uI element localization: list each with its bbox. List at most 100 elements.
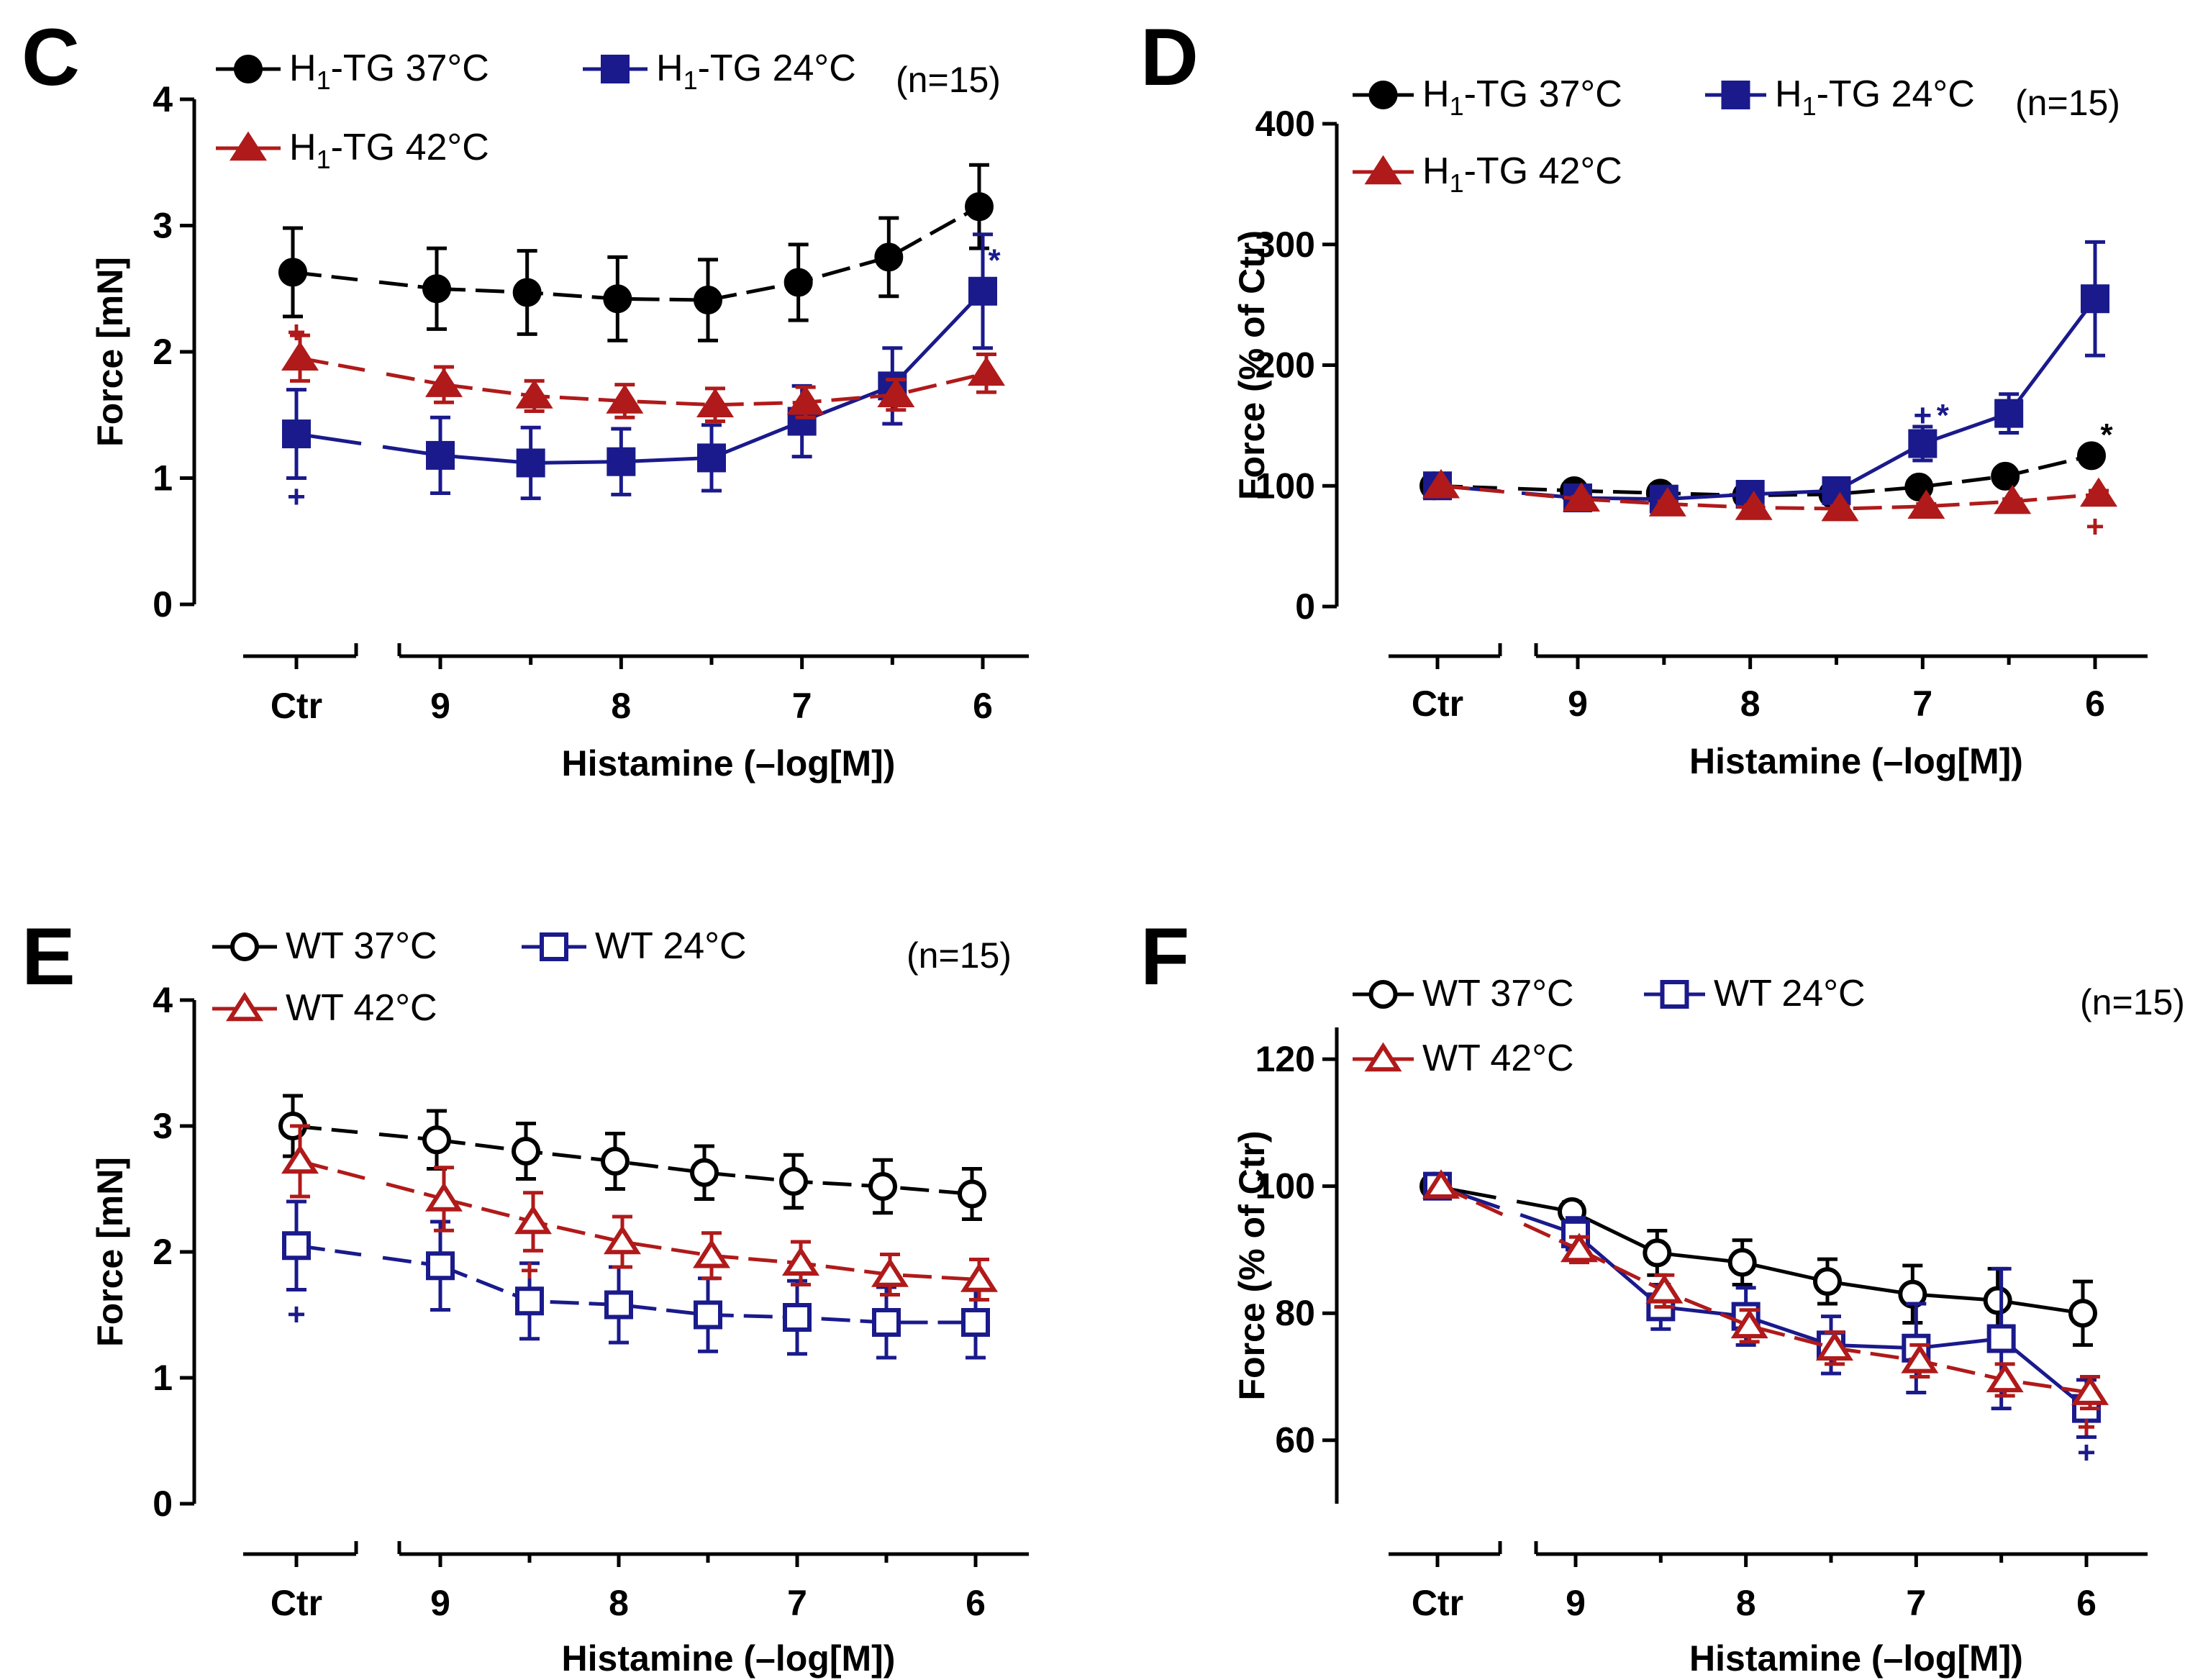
legend-label: WT 42°C [286,987,437,1029]
series-triangle [281,1124,999,1302]
y-tick-label: 0 [153,584,173,625]
series-circle [1419,1171,2097,1347]
panel-d: D 0 100 200 300 400 Force (% of Ctr) Ctr 9 8 7 6 His… [1140,12,2148,781]
data-point-triangle [1901,1343,1939,1373]
legend-label-main: H [289,47,317,89]
data-point-circle [1727,1248,1757,1277]
legend-entry: WT 42°C [212,987,437,1029]
x-tick-label: 6 [2085,684,2105,724]
legend-marker-circle [234,55,263,83]
legend-label-rest: -TG 37°C [331,47,489,89]
data-point-triangle [424,368,463,397]
legend-label-main: H [656,47,683,89]
panel-letter: F [1140,912,1189,1002]
data-point-square [426,1251,455,1281]
y-tick-label: 2 [153,1232,173,1272]
y-tick-label: 1 [153,1358,173,1398]
y-tick-label: 4 [153,980,173,1020]
series-line-ctr [386,1182,445,1201]
data-point-triangle [786,385,825,415]
x-tick-label: 8 [611,686,631,726]
panel-e: E 0 1 2 3 4 Force [mN] Ctr 9 8 7 6 Histamine (–log[M… [22,912,1029,1679]
x-tick-label: Ctr [271,1583,322,1623]
data-point-triangle [967,356,1006,386]
legend-label-main: WT 37°C [286,925,437,967]
legend-marker-triangle [1364,155,1402,185]
n-label: (n=15) [896,60,1001,100]
y-axis-title: Force [mN] [90,1157,130,1347]
x-tick-label: 6 [2076,1583,2097,1623]
x-tick-label: 9 [1568,684,1588,724]
legend-entry: H1-TG 37°C [216,47,489,95]
legend-label: WT 42°C [1422,1037,1574,1079]
data-point-square [872,1308,901,1337]
data-point-square [961,1308,990,1337]
legend-label: WT 37°C [1422,973,1574,1014]
data-point-circle [422,1125,451,1155]
legend-label-rest: -TG 24°C [698,47,856,89]
panel-c: C 0 1 2 3 4 Force [mN] Ctr 9 8 7 6 Histamine (–log[M… [22,12,1029,784]
n-label: (n=15) [2080,982,2185,1022]
legend-label-sub: 1 [1802,91,1817,121]
legend-label: H1-TG 42°C [1422,150,1622,198]
legend-entry: WT 37°C [212,925,437,967]
x-tick-label: 8 [1736,1583,1756,1623]
x-tick-label: Ctr [271,686,322,726]
x-tick-label: 6 [973,686,993,726]
data-point-square [516,448,545,478]
series-square [282,1199,990,1360]
data-point-triangle [696,388,735,417]
x-tick-label: 7 [787,1583,807,1623]
significance-mark: * [2100,417,2113,453]
legend-entry: WT 37°C [1353,973,1574,1014]
legend-marker-circle [230,932,259,961]
data-point-triangle [2071,1376,2109,1405]
x-tick-label: 9 [430,1583,450,1623]
y-tick-label: 100 [1255,466,1315,506]
y-tick-label: 400 [1255,104,1315,144]
data-point-circle [1991,461,2020,491]
data-point-triangle [603,1225,642,1255]
y-tick-label: 200 [1255,345,1315,386]
data-point-circle [601,1147,630,1176]
significance-mark: + [1913,398,1932,433]
series-circle [278,1094,986,1221]
series-circle [278,163,994,342]
legend-label-main: WT 24°C [1714,973,1866,1014]
significance-mark: + [2077,1435,2096,1470]
data-point-circle [1813,1267,1842,1297]
data-point-triangle [514,1204,553,1235]
x-tick-label: 9 [430,686,450,726]
significance-mark: + [287,1297,306,1332]
data-point-triangle [877,378,915,407]
legend-label-main: WT 42°C [1422,1037,1574,1079]
data-point-square [1908,429,1938,458]
data-point-square [282,1231,311,1261]
x-tick-label: Ctr [1412,1583,1463,1623]
data-point-circle [2068,1299,2097,1328]
legend-label-main: H [1422,73,1450,115]
legend-entry: H1-TG 42°C [216,127,489,174]
data-point-square [607,447,636,476]
legend-marker-square [601,55,630,83]
x-tick-label: 8 [609,1583,629,1623]
panel-letter: C [22,12,80,102]
legend-label-rest: -TG 42°C [331,127,489,168]
data-point-triangle [281,341,319,371]
data-point-triangle [1422,468,1461,499]
data-point-square [1986,1324,2016,1353]
y-axis-title: Force (% of Ctr) [1232,230,1272,500]
legend-label: H1-TG 42°C [289,127,489,174]
data-point-square [604,1290,633,1320]
significance-mark: + [520,1253,539,1288]
data-point-circle [965,192,994,222]
legend-entry: WT 24°C [522,925,747,967]
data-point-circle [1643,1238,1672,1268]
data-point-square [426,440,455,470]
data-point-triangle [1907,489,1945,519]
data-point-circle [1983,1286,2012,1315]
panel-letter: D [1140,12,1199,102]
y-tick-label: 0 [1295,586,1315,627]
data-point-triangle [781,1246,820,1276]
x-tick-label: Ctr [1412,684,1463,724]
